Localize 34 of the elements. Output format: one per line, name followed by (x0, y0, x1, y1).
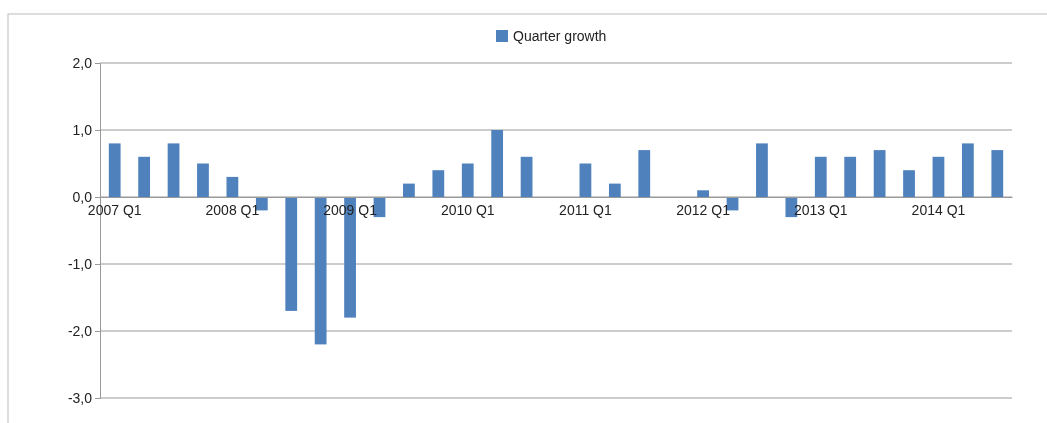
bar (138, 156, 151, 197)
bar (461, 163, 474, 197)
bar (814, 156, 827, 197)
bar (873, 150, 886, 197)
legend-label: Quarter growth (513, 28, 607, 44)
bar (197, 163, 209, 197)
bar (756, 143, 768, 197)
bar (961, 143, 974, 197)
bar (608, 183, 621, 197)
x-tick-label: 2010 Q1 (440, 201, 495, 218)
y-tick-label: -2,0 (67, 322, 93, 339)
bar (697, 190, 709, 197)
y-tick-label: -3,0 (67, 389, 93, 406)
bar (638, 150, 651, 197)
bar (932, 156, 945, 197)
bar (491, 130, 504, 197)
bar (991, 150, 1004, 197)
y-tick-label: 2,0 (72, 54, 93, 71)
x-tick-label: 2008 Q1 (205, 201, 260, 218)
bar (285, 197, 298, 311)
bar (226, 176, 239, 197)
y-tick-label: -1,0 (67, 255, 93, 272)
bar (579, 163, 592, 197)
bar (844, 156, 857, 197)
x-tick-label: 2014 Q1 (911, 201, 966, 218)
bar (403, 183, 415, 197)
bar (432, 170, 445, 197)
bar (903, 170, 915, 197)
bar (108, 143, 121, 197)
bar (167, 143, 180, 197)
y-tick-label: 1,0 (72, 121, 93, 138)
bar (520, 156, 533, 197)
x-tick-label: 2012 Q1 (676, 201, 731, 218)
x-tick-label: 2011 Q1 (559, 201, 612, 218)
